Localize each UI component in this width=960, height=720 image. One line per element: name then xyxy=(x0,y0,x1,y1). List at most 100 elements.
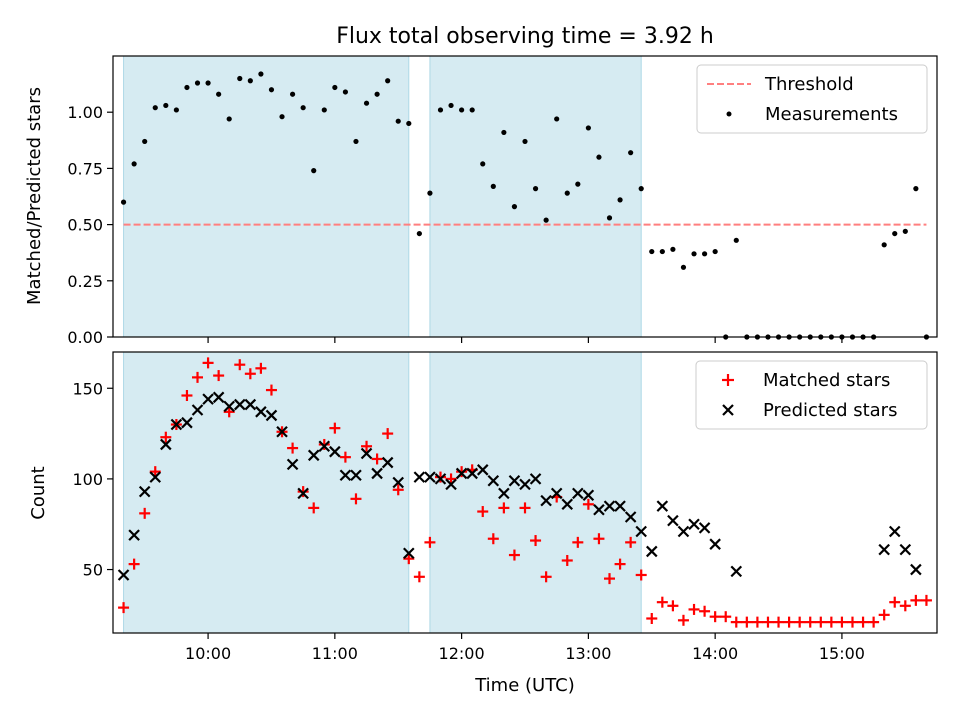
predicted-point-61 xyxy=(910,563,922,576)
measurement-point-2 xyxy=(142,138,148,145)
measurement-point-31 xyxy=(448,102,454,109)
predicted-point-18 xyxy=(307,449,320,462)
measurement-point-25 xyxy=(385,78,391,84)
measurement-point-16 xyxy=(289,91,296,97)
matched-point-43 xyxy=(572,536,584,548)
measurement-point-15 xyxy=(279,114,285,120)
predicted-point-40 xyxy=(540,494,552,507)
legend-matched-label: Matched stars xyxy=(763,370,890,391)
matched-point-56 xyxy=(709,611,721,623)
bottom-legend-box xyxy=(695,360,928,430)
predicted-point-23 xyxy=(360,447,373,460)
top-axes-frame xyxy=(112,55,938,338)
matched-point-48 xyxy=(625,536,637,548)
predicted-point-37 xyxy=(508,474,521,487)
top-y-axis-ticks: 0.00 0.25 0.50 0.75 1.00 xyxy=(67,103,113,347)
measurement-point-8 xyxy=(205,80,211,86)
matched-point-58 xyxy=(730,616,742,628)
matched-point-31 xyxy=(445,473,457,485)
measurement-point-41 xyxy=(554,116,560,122)
bottom-y-axis-label: Count xyxy=(28,466,49,519)
predicted-point-53 xyxy=(677,525,690,538)
legend-threshold-label: Threshold xyxy=(764,74,854,95)
predicted-point-50 xyxy=(645,545,658,558)
measurement-point-30 xyxy=(437,107,444,113)
matched-point-59 xyxy=(741,616,753,628)
matched-point-32 xyxy=(456,466,468,478)
measurement-point-47 xyxy=(617,197,623,203)
predicted-point-57 xyxy=(730,565,743,578)
predicted-point-34 xyxy=(476,464,489,476)
bottom-y-tick-label-2: 150 xyxy=(72,379,103,398)
measurement-point-34 xyxy=(480,161,486,167)
bottom-shaded-interval-1 xyxy=(429,351,642,634)
predicted-point-49 xyxy=(635,525,647,538)
top-legend: Threshold Measurements xyxy=(696,64,928,134)
measurement-point-4 xyxy=(163,102,169,109)
measurement-point-14 xyxy=(268,87,275,93)
matched-point-49 xyxy=(635,569,647,581)
matched-point-37 xyxy=(508,549,520,561)
predicted-point-13 xyxy=(255,406,267,418)
matched-point-4 xyxy=(160,431,172,443)
predicted-point-16 xyxy=(286,458,299,471)
measurement-point-53 xyxy=(680,264,687,270)
matched-point-13 xyxy=(255,362,267,374)
matched-point-9 xyxy=(213,370,225,382)
measurement-point-55 xyxy=(701,251,708,257)
top-y-tick-label-4: 1.00 xyxy=(67,103,103,122)
matched-point-68 xyxy=(836,616,848,628)
matched-point-52 xyxy=(667,600,679,612)
measurement-point-23 xyxy=(363,100,370,106)
matched-point-46 xyxy=(604,573,616,585)
matched-point-39 xyxy=(530,535,542,547)
matched-point-24 xyxy=(371,453,383,465)
predicted-point-17 xyxy=(297,487,309,500)
measurement-point-74 xyxy=(902,228,908,234)
predicted-point-2 xyxy=(138,485,151,498)
matched-point-44 xyxy=(582,498,594,510)
top-panel: 0.00 0.25 0.50 0.75 1.00 Matched/Predicted s… xyxy=(24,55,938,347)
measurement-point-72 xyxy=(881,242,887,248)
matched-point-38 xyxy=(519,502,531,514)
matched-point-12 xyxy=(244,368,256,380)
predicted-point-14 xyxy=(265,409,278,422)
predicted-point-5 xyxy=(170,418,183,431)
predicted-point-7 xyxy=(191,404,204,416)
predicted-point-22 xyxy=(350,469,362,482)
predicted-point-26 xyxy=(392,476,405,489)
measurement-point-5 xyxy=(173,107,179,113)
measurement-point-29 xyxy=(427,190,433,196)
bottom-shaded-intervals xyxy=(123,351,642,634)
measurement-point-35 xyxy=(490,183,496,189)
matched-point-35 xyxy=(487,533,499,545)
predicted-point-27 xyxy=(403,547,415,560)
predicted-point-35 xyxy=(487,474,500,487)
measurement-point-21 xyxy=(342,89,349,95)
top-x-axis-ticks xyxy=(207,337,843,343)
predicted-point-36 xyxy=(498,487,510,500)
measurement-point-50 xyxy=(649,248,655,255)
legend-measurements-swatch xyxy=(726,111,732,117)
measurement-point-51 xyxy=(659,248,665,255)
matched-point-72 xyxy=(878,609,890,621)
chart-title: Flux total observing time = 3.92 h xyxy=(336,24,714,49)
matched-point-55 xyxy=(699,605,711,617)
matched-point-25 xyxy=(382,428,394,440)
matched-point-60 xyxy=(751,616,763,628)
matched-point-45 xyxy=(593,533,605,545)
predicted-point-38 xyxy=(519,478,531,491)
matched-point-21 xyxy=(339,451,351,463)
predicted-point-39 xyxy=(529,473,542,485)
matched-point-50 xyxy=(646,612,658,624)
matched-point-69 xyxy=(846,616,858,628)
matched-point-71 xyxy=(868,616,880,628)
matched-point-75 xyxy=(910,594,922,606)
measurement-point-44 xyxy=(585,125,591,131)
bottom-x-axis-ticks: 10:00 11:00 12:00 13:00 14:00 15:00 xyxy=(185,633,865,663)
matched-point-14 xyxy=(265,384,277,396)
predicted-point-31 xyxy=(445,478,457,491)
matched-point-76 xyxy=(920,594,932,606)
measurement-point-20 xyxy=(332,84,338,91)
